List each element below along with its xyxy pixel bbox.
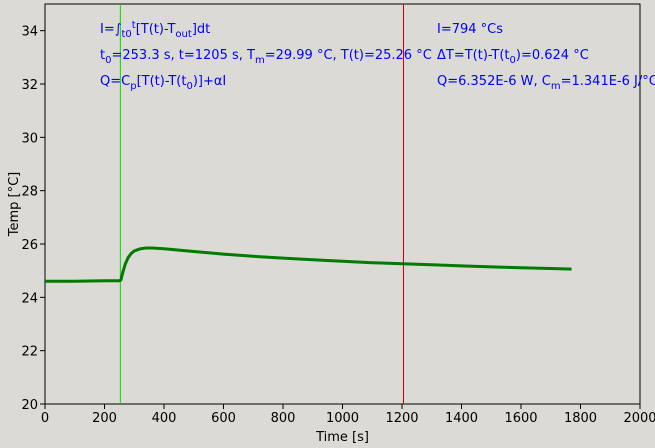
y-tick-label: 24 xyxy=(21,291,38,306)
annotation-part: Q=C xyxy=(100,74,130,89)
x-tick-label: 800 xyxy=(271,411,296,426)
annotation-part: m xyxy=(551,81,561,92)
annotation-part: m xyxy=(255,55,265,66)
y-tick-label: 22 xyxy=(21,345,38,360)
annotation-part: ΔT=T(t)-T(t xyxy=(437,48,510,63)
series-line-0 xyxy=(45,246,572,283)
x-tick-label: 600 xyxy=(211,411,236,426)
annotation-part: Q=6.352E-6 W, C xyxy=(437,74,551,89)
x-axis-ticks: 0 200 400 600 800 1000 1200 1400 1600 1800 2000 xyxy=(41,404,655,426)
x-tick-label: 2000 xyxy=(623,411,655,426)
annotation-part: out xyxy=(175,29,191,40)
x-tick-label: 1400 xyxy=(445,411,478,426)
annotation-part: ]dt xyxy=(192,22,210,37)
annotation-part: 0 xyxy=(186,81,192,92)
y-axis-ticks: 20 22 24 26 28 30 32 34 xyxy=(21,25,45,413)
annotation-part: t0 xyxy=(122,29,132,40)
x-axis-title: Time [s] xyxy=(315,430,369,445)
annotation-part: )=0.624 °C xyxy=(516,48,589,63)
x-tick-label: 1600 xyxy=(504,411,537,426)
annotation-part: =29.99 °C, T(t)=25.26 °C xyxy=(265,48,432,63)
annotation-part: [T(t)-T xyxy=(136,22,176,37)
x-tick-label: 0 xyxy=(41,411,49,426)
annotation-q-formula: Q=Cp[T(t)-T(t0)]+αI xyxy=(100,74,226,92)
annotation-part: [T(t)-T(t xyxy=(137,74,187,89)
annotation-part: p xyxy=(130,81,136,92)
annotation-part: t xyxy=(132,20,136,31)
marker-lines xyxy=(119,4,404,404)
annotation-integral-value: I=794 °Cs xyxy=(437,22,503,37)
y-tick-label: 26 xyxy=(21,238,38,253)
x-tick-label: 1800 xyxy=(564,411,597,426)
annotation-delta-t: ΔT=T(t)-T(t0)=0.624 °C xyxy=(437,48,589,66)
x-tick-label: 400 xyxy=(152,411,177,426)
annotation-part: I=∫ xyxy=(100,22,122,37)
annotation-part: )]+αI xyxy=(193,74,226,89)
series-group xyxy=(45,246,572,283)
y-tick-label: 32 xyxy=(21,78,38,93)
y-tick-label: 20 xyxy=(21,398,38,413)
annotation-part: 0 xyxy=(105,55,111,66)
x-tick-label: 200 xyxy=(92,411,117,426)
annotation-params-line: t0=253.3 s, t=1205 s, Tm=29.99 °C, T(t)=… xyxy=(100,48,432,66)
annotation-part: =253.3 s, t=1205 s, T xyxy=(111,48,255,63)
annotation-part: t xyxy=(100,48,105,63)
x-tick-label: 1000 xyxy=(326,411,359,426)
y-tick-label: 28 xyxy=(21,185,38,200)
x-tick-label: 1200 xyxy=(385,411,418,426)
y-tick-label: 34 xyxy=(21,25,38,40)
annotation-q-value: Q=6.352E-6 W, Cm=1.341E-6 J/°C xyxy=(437,74,655,92)
annotation-integral-formula: I=∫t0t[T(t)-Tout]dt xyxy=(100,20,210,40)
y-tick-label: 30 xyxy=(21,131,38,146)
annotation-part: 0 xyxy=(510,55,516,66)
plot-area xyxy=(44,3,641,405)
annotation-part: =1.341E-6 J/°C xyxy=(561,74,655,89)
annotation-part: I=794 °Cs xyxy=(437,22,503,37)
y-axis-title: Temp [°C] xyxy=(7,172,22,238)
